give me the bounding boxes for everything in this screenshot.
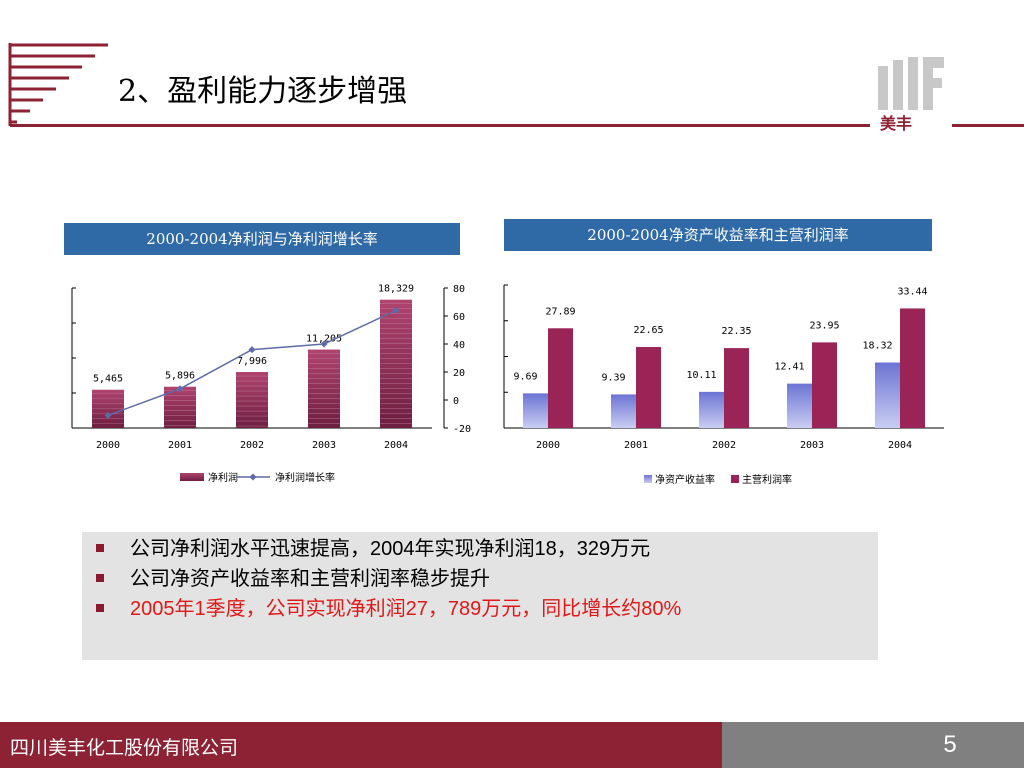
x-tick-label: 2000 xyxy=(96,440,120,451)
page-number: 5 xyxy=(943,731,957,758)
net-profit-chart: 80 60 40 20 0 -20 2000 5,465 2001 5,896 2002 7,996 2… xyxy=(71,284,471,484)
x-tick-label: 2004 xyxy=(888,440,912,451)
net-profit-bar xyxy=(164,386,196,428)
operating-margin-bar xyxy=(900,308,925,428)
x-tick-label: 2003 xyxy=(800,440,824,451)
bullet-text: 2005年1季度，公司实现净利润27，789万元，同比增长约80% xyxy=(130,598,682,620)
y2-tick-label: 40 xyxy=(453,340,465,351)
bullet-box: 公司净利润水平迅速提高，2004年实现净利润18，329万元 公司净资产收益率和… xyxy=(82,532,878,660)
legend-label: 净资产收益率 xyxy=(655,473,715,486)
x-tick-label: 2002 xyxy=(240,440,264,451)
operating-margin-data-label: 27.89 xyxy=(545,306,575,317)
roe-data-label: 9.69 xyxy=(513,371,537,382)
roe-bar xyxy=(699,391,724,428)
growth-rate-point xyxy=(104,411,112,419)
chart1-title: 2000-2004净利润与净利润增长率 xyxy=(64,223,460,255)
operating-margin-bar xyxy=(812,342,837,428)
y2-tick-label: 60 xyxy=(453,312,465,323)
chart2-title: 2000-2004净资产收益率和主营利润率 xyxy=(504,219,932,251)
roe-data-label: 9.39 xyxy=(601,372,625,383)
roe-data-label: 18.32 xyxy=(862,341,892,352)
roe-bar xyxy=(875,362,900,428)
operating-margin-data-label: 33.44 xyxy=(897,286,927,297)
bullet-square-icon xyxy=(96,544,104,552)
legend-swatch-margin xyxy=(731,475,739,483)
legend-label: 净利润增长率 xyxy=(275,471,335,484)
y2-tick-label: 20 xyxy=(453,368,465,379)
growth-rate-point xyxy=(176,385,184,393)
roe-bar xyxy=(523,393,548,428)
legend-label: 净利润 xyxy=(208,471,238,484)
bullet-item: 公司净资产收益率和主营利润率稳步提升 xyxy=(96,565,490,593)
operating-margin-data-label: 22.35 xyxy=(721,326,751,337)
y2-tick-label: 80 xyxy=(453,284,465,295)
bullet-text: 公司净资产收益率和主营利润率稳步提升 xyxy=(130,568,490,590)
roe-bar xyxy=(787,383,812,428)
roe-bar xyxy=(611,394,636,428)
bullet-item-highlight: 2005年1季度，公司实现净利润27，789万元，同比增长约80% xyxy=(96,595,681,623)
growth-rate-point xyxy=(248,346,256,354)
net-profit-data-label: 5,465 xyxy=(93,374,123,385)
net-profit-bar xyxy=(236,372,268,428)
operating-margin-data-label: 22.65 xyxy=(633,325,663,336)
legend-swatch-net-profit xyxy=(180,473,204,481)
roe-data-label: 12.41 xyxy=(774,362,804,373)
logo-rule xyxy=(952,124,1024,127)
header-decoration xyxy=(8,43,944,126)
x-tick-label: 2002 xyxy=(712,440,736,451)
growth-rate-point xyxy=(392,306,400,314)
bullet-square-icon xyxy=(96,574,104,582)
y2-tick-label: 0 xyxy=(453,396,459,407)
bullet-text: 公司净利润水平迅速提高，2004年实现净利润18，329万元 xyxy=(130,538,651,560)
legend-swatch-roe xyxy=(644,475,652,483)
x-tick-label: 2000 xyxy=(536,440,560,451)
legend-swatch-growth-point xyxy=(249,473,257,481)
slide-title: 2、盈利能力逐步增强 xyxy=(118,74,408,109)
bullet-item: 公司净利润水平迅速提高，2004年实现净利润18，329万元 xyxy=(96,535,650,563)
footer-company-name: 四川美丰化工股份有限公司 xyxy=(10,737,239,759)
footer-page-panel xyxy=(722,722,1024,768)
net-profit-data-label: 5,896 xyxy=(165,371,195,382)
operating-margin-bar xyxy=(636,347,661,428)
operating-margin-bar xyxy=(724,348,749,428)
roe-margin-chart: 2000 9.69 27.89 2001 9.39 22.65 2002 10.11 22.35… xyxy=(503,284,944,486)
operating-margin-data-label: 23.95 xyxy=(809,320,839,331)
header-rule xyxy=(10,124,870,127)
legend-label: 主营利润率 xyxy=(742,473,792,486)
x-tick-label: 2001 xyxy=(624,440,648,451)
company-logo-mark xyxy=(878,57,944,110)
net-profit-data-label: 7,996 xyxy=(237,356,267,367)
net-profit-data-label: 18,329 xyxy=(378,284,414,295)
net-profit-data-label: 11,205 xyxy=(306,334,342,345)
y2-tick-label: -20 xyxy=(453,424,471,435)
growth-rate-point xyxy=(320,340,328,348)
footer-bar xyxy=(0,722,722,768)
x-tick-label: 2001 xyxy=(168,440,192,451)
operating-margin-bar xyxy=(548,328,573,428)
x-tick-label: 2004 xyxy=(384,440,408,451)
header-stripes xyxy=(8,43,110,126)
x-tick-label: 2003 xyxy=(312,440,336,451)
bullet-square-icon xyxy=(96,604,104,612)
logo-text: 美丰 xyxy=(880,114,913,133)
roe-data-label: 10.11 xyxy=(686,370,716,381)
